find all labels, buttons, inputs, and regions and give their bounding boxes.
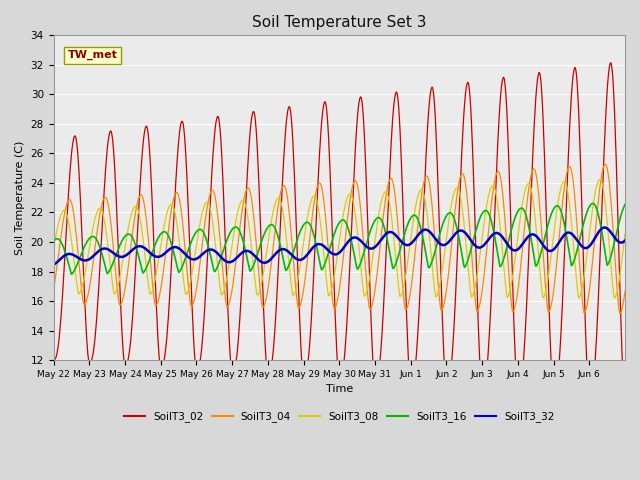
SoilT3_04 xyxy=(50,286,58,292)
SoilT3_04 xyxy=(431,229,438,235)
SoilT3_32 xyxy=(222,258,230,264)
SoilT3_04 xyxy=(116,301,124,307)
SoilT3_32 xyxy=(50,262,58,268)
SoilT3_02 xyxy=(116,301,124,307)
SoilT3_16 xyxy=(50,238,58,244)
SoilT3_04 xyxy=(602,161,609,167)
Line: SoilT3_02: SoilT3_02 xyxy=(54,63,625,400)
Line: SoilT3_16: SoilT3_16 xyxy=(54,204,625,274)
SoilT3_08 xyxy=(116,271,124,276)
SoilT3_02 xyxy=(431,98,438,104)
SoilT3_16 xyxy=(68,271,76,277)
Title: Soil Temperature Set 3: Soil Temperature Set 3 xyxy=(252,15,426,30)
SoilT3_32 xyxy=(116,254,124,260)
SoilT3_16 xyxy=(399,237,407,242)
SoilT3_32 xyxy=(272,251,280,257)
SoilT3_04 xyxy=(222,298,230,303)
Line: SoilT3_08: SoilT3_08 xyxy=(54,180,625,298)
SoilT3_08 xyxy=(621,231,629,237)
SoilT3_02 xyxy=(272,316,280,322)
SoilT3_04 xyxy=(272,223,280,229)
SoilT3_02 xyxy=(398,182,406,188)
SoilT3_02 xyxy=(222,247,230,253)
SoilT3_32 xyxy=(250,252,258,258)
Text: TW_met: TW_met xyxy=(68,50,118,60)
SoilT3_02 xyxy=(250,109,258,115)
SoilT3_32 xyxy=(601,225,609,230)
SoilT3_16 xyxy=(621,202,629,207)
SoilT3_08 xyxy=(50,247,58,252)
SoilT3_16 xyxy=(118,240,125,245)
SoilT3_04 xyxy=(250,216,258,222)
SoilT3_16 xyxy=(223,239,230,244)
Y-axis label: Soil Temperature (C): Soil Temperature (C) xyxy=(15,141,25,255)
Line: SoilT3_32: SoilT3_32 xyxy=(54,228,625,265)
SoilT3_16 xyxy=(251,259,259,265)
SoilT3_08 xyxy=(431,283,438,289)
SoilT3_08 xyxy=(596,177,604,182)
SoilT3_04 xyxy=(621,288,629,294)
SoilT3_32 xyxy=(398,240,406,245)
SoilT3_08 xyxy=(222,281,230,287)
SoilT3_04 xyxy=(616,311,623,316)
SoilT3_32 xyxy=(431,234,438,240)
X-axis label: Time: Time xyxy=(326,384,353,395)
SoilT3_08 xyxy=(398,289,406,295)
SoilT3_04 xyxy=(398,278,406,284)
SoilT3_02 xyxy=(607,60,614,66)
SoilT3_08 xyxy=(611,295,618,301)
SoilT3_08 xyxy=(250,268,258,274)
Legend: SoilT3_02, SoilT3_04, SoilT3_08, SoilT3_16, SoilT3_32: SoilT3_02, SoilT3_04, SoilT3_08, SoilT3_… xyxy=(120,407,559,426)
SoilT3_16 xyxy=(589,201,597,206)
Line: SoilT3_04: SoilT3_04 xyxy=(54,164,625,313)
SoilT3_02 xyxy=(50,357,58,363)
SoilT3_16 xyxy=(273,228,280,234)
SoilT3_32 xyxy=(621,238,629,243)
SoilT3_02 xyxy=(621,397,629,403)
SoilT3_08 xyxy=(272,199,280,205)
SoilT3_16 xyxy=(431,249,439,254)
